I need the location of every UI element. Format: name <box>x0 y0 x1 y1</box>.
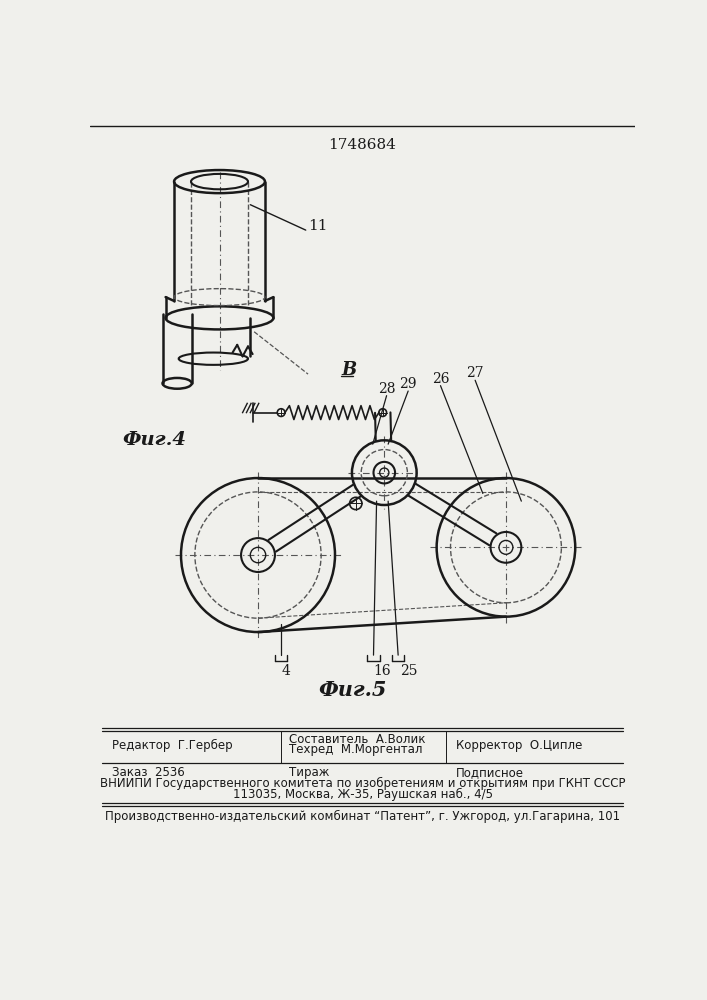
Text: 28: 28 <box>378 382 395 396</box>
Text: Составитель  А.Волик: Составитель А.Волик <box>288 733 426 746</box>
Text: Техред  М.Моргентал: Техред М.Моргентал <box>288 743 422 756</box>
Text: 4: 4 <box>281 664 290 678</box>
Text: 27: 27 <box>467 366 484 380</box>
Text: Заказ  2536: Заказ 2536 <box>112 766 185 779</box>
Text: Производственно-издательский комбинат “Патент”, г. Ужгород, ул.Гагарина, 101: Производственно-издательский комбинат “П… <box>105 810 620 823</box>
Text: 25: 25 <box>399 664 417 678</box>
Text: Фиг.5: Фиг.5 <box>317 680 386 700</box>
Text: 16: 16 <box>373 664 391 678</box>
Text: B: B <box>341 361 356 379</box>
Text: 29: 29 <box>399 377 417 391</box>
Text: Фиг.4: Фиг.4 <box>122 431 187 449</box>
Text: Корректор  О.Ципле: Корректор О.Ципле <box>456 739 583 752</box>
Text: ВНИИПИ Государственного комитета по изобретениям и открытиям при ГКНТ СССР: ВНИИПИ Государственного комитета по изоб… <box>100 777 626 790</box>
Text: 26: 26 <box>432 372 449 386</box>
Text: Редактор  Г.Гербер: Редактор Г.Гербер <box>112 739 233 752</box>
Text: 113035, Москва, Ж-35, Раушская наб., 4/5: 113035, Москва, Ж-35, Раушская наб., 4/5 <box>233 788 493 801</box>
Text: Подписное: Подписное <box>456 766 524 779</box>
Text: Тираж: Тираж <box>288 766 329 779</box>
Text: 1748684: 1748684 <box>328 138 396 152</box>
Text: 11: 11 <box>308 219 327 233</box>
